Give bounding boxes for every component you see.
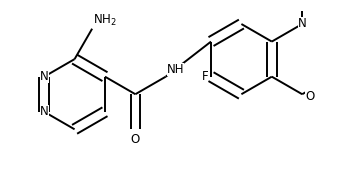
Text: O: O [305,90,314,103]
Text: F: F [202,70,208,83]
Text: NH: NH [167,63,184,76]
Text: N: N [298,17,307,30]
Text: N: N [40,70,49,83]
Text: O: O [131,133,140,146]
Text: NH$_2$: NH$_2$ [93,13,117,28]
Text: N: N [40,105,49,118]
